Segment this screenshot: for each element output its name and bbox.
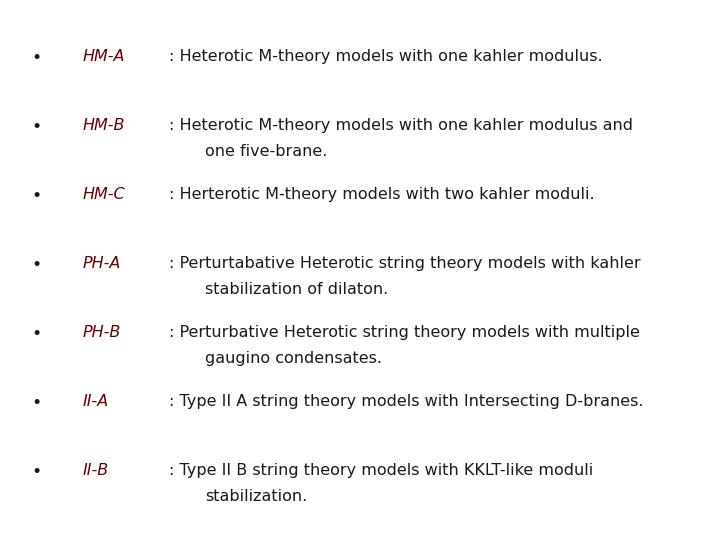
Text: •: • (31, 394, 41, 412)
Text: II-A: II-A (83, 394, 109, 409)
Text: HM-C: HM-C (83, 187, 125, 202)
Text: : Type II B string theory models with KKLT-like moduli: : Type II B string theory models with KK… (169, 463, 593, 478)
Text: PH-B: PH-B (83, 325, 121, 340)
Text: : Type II A string theory models with Intersecting D-branes.: : Type II A string theory models with In… (169, 394, 644, 409)
Text: : Heterotic M-theory models with one kahler modulus.: : Heterotic M-theory models with one kah… (169, 49, 603, 64)
Text: stabilization.: stabilization. (205, 489, 307, 504)
Text: PH-A: PH-A (83, 256, 121, 271)
Text: : Heterotic M-theory models with one kahler modulus and: : Heterotic M-theory models with one kah… (169, 118, 633, 133)
Text: : Perturtabative Heterotic string theory models with kahler: : Perturtabative Heterotic string theory… (169, 256, 641, 271)
Text: stabilization of dilaton.: stabilization of dilaton. (205, 282, 389, 297)
Text: gaugino condensates.: gaugino condensates. (205, 351, 382, 366)
Text: •: • (31, 256, 41, 274)
Text: •: • (31, 463, 41, 481)
Text: •: • (31, 118, 41, 136)
Text: •: • (31, 187, 41, 205)
Text: •: • (31, 325, 41, 343)
Text: one five-brane.: one five-brane. (205, 144, 328, 159)
Text: HM-B: HM-B (83, 118, 125, 133)
Text: : Herterotic M-theory models with two kahler moduli.: : Herterotic M-theory models with two ka… (169, 187, 595, 202)
Text: •: • (31, 49, 41, 66)
Text: HM-A: HM-A (83, 49, 125, 64)
Text: : Perturbative Heterotic string theory models with multiple: : Perturbative Heterotic string theory m… (169, 325, 640, 340)
Text: II-B: II-B (83, 463, 109, 478)
